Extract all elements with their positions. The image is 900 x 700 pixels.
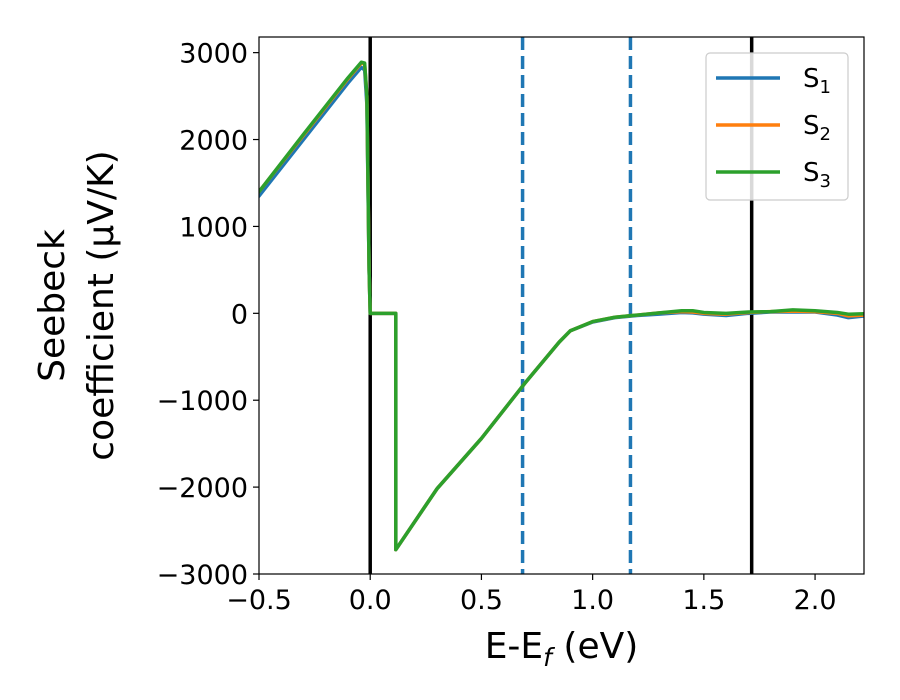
series-line-s3 [259, 60, 864, 552]
y-tick-label: 0 [231, 299, 248, 330]
legend-label-s1: S1 [803, 64, 831, 98]
legend-label-s2: S2 [803, 111, 831, 145]
legend-label-s3: S3 [803, 158, 831, 192]
y-tick-label: 2000 [179, 126, 248, 157]
y-axis-label-line2: coefficient (μV/K) [81, 150, 122, 460]
x-axis-label: E-Ef (eV) [485, 626, 639, 672]
x-tick-label: 2.0 [794, 585, 837, 616]
y-tick-label: −2000 [157, 473, 248, 504]
x-tick-label: 0.0 [349, 585, 392, 616]
x-tick-label: 1.0 [571, 585, 614, 616]
x-tick-label: 0.5 [460, 585, 503, 616]
plot-frame [258, 36, 865, 575]
y-tick-label: −1000 [157, 386, 248, 417]
axes-group: −0.5 0.0 0.5 1.0 1.5 2.0 −3000 −2000 −1000 0 1000 2… [157, 36, 865, 616]
y-tick-label: −3000 [157, 560, 248, 591]
y-tick-label: 3000 [179, 39, 248, 70]
x-tick-label: −0.5 [226, 585, 292, 616]
legend: S1 S2 S3 [705, 52, 849, 201]
x-tick-label: 1.5 [682, 585, 725, 616]
y-tick-label: 1000 [179, 212, 248, 243]
y-axis-label-line1: Seebeck [32, 229, 73, 382]
